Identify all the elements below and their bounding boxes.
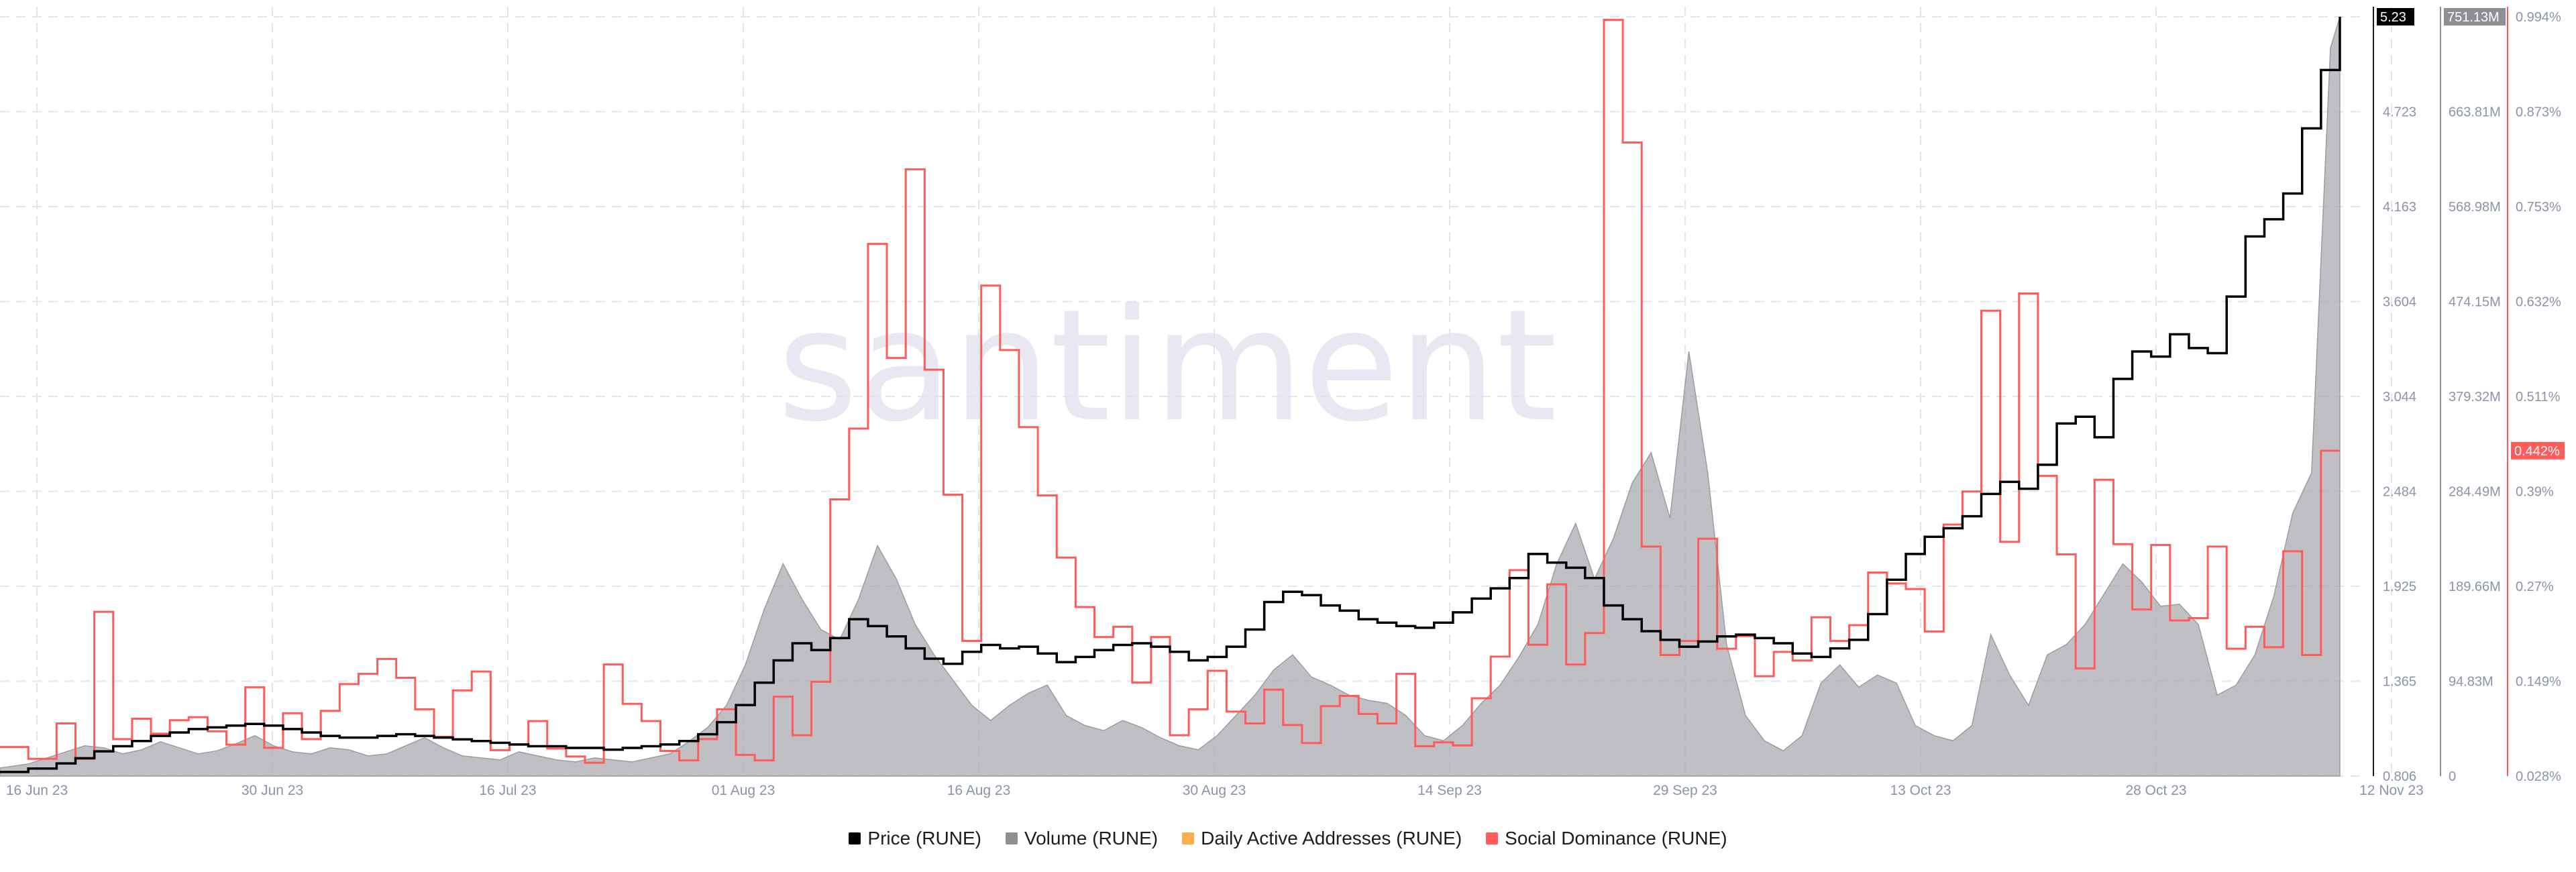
volume-tick-label: 379.32M [2449,390,2501,404]
legend-label-daily-active-addresses: Daily Active Addresses (RUNE) [1201,828,1462,849]
legend-item-social-dominance[interactable]: Social Dominance (RUNE) [1486,828,1727,849]
x-axis-ticks: 16 Jun 23 30 Jun 23 16 Jul 23 01 Aug 23 16 A… [6,783,2424,798]
legend-item-price[interactable]: Price (RUNE) [849,828,981,849]
price-tick-label: 2.484 [2383,485,2416,500]
price-tick-label: 0.806 [2383,769,2416,784]
social-dominance-current-badge: 0.442% [2514,444,2560,459]
social-dominance-tick-label: 0.149% [2516,675,2561,690]
price-series [0,17,2341,773]
legend-swatch-price [849,832,861,844]
legend-swatch-volume [1005,832,1018,844]
volume-tick-label: 663.81M [2449,105,2501,120]
volume-tick-label: 568.98M [2449,200,2501,215]
legend-label-volume: Volume (RUNE) [1024,828,1159,849]
social-dominance-series [0,19,2340,764]
price-tick-label: 4.163 [2383,200,2416,215]
price-tick-label: 1.925 [2383,580,2416,594]
price-tick-label: 1.365 [2383,675,2416,690]
x-tick-label: 01 Aug 23 [712,783,775,798]
axes [2373,7,2508,776]
volume-tick-label: 189.66M [2449,580,2501,594]
social-dominance-tick-label: 0.39% [2516,485,2554,500]
volume-tick-label: 94.83M [2449,675,2493,690]
x-tick-label: 28 Oct 23 [2125,783,2186,798]
current-value-badges: 5.23 751.13M 0.442% [2377,8,2565,459]
price-tick-label: 3.044 [2383,390,2416,404]
social-dominance-tick-label: 0.632% [2516,295,2561,310]
x-tick-label: 30 Jun 23 [241,783,303,798]
legend-label-social-dominance: Social Dominance (RUNE) [1505,828,1727,849]
social-dominance-line [0,19,2340,764]
social-dominance-tick-label: 0.753% [2516,200,2561,215]
social-dominance-tick-label: 0.028% [2516,769,2561,784]
watermark-text: santiment [777,277,1557,456]
social-dominance-current-badge-bg [2511,441,2565,459]
social-dominance-tick-label: 0.27% [2516,580,2554,594]
social-dominance-tick-label: 0.994% [2516,10,2561,25]
volume-tick-label: 284.49M [2449,485,2501,500]
legend-item-volume[interactable]: Volume (RUNE) [1005,828,1159,849]
legend-label-price: Price (RUNE) [867,828,981,849]
y-axis-ticks: 4.723 4.163 3.604 3.044 2.484 1.925 1.365 0.806… [2383,10,2561,784]
price-tick-label: 3.604 [2383,295,2416,310]
legend-swatch-social-dominance [1486,832,1499,844]
x-tick-label: 12 Nov 23 [2359,783,2424,798]
x-tick-label: 14 Sep 23 [1417,783,1482,798]
price-line [0,17,2341,773]
x-tick-label: 16 Jun 23 [6,783,68,798]
volume-current-badge: 751.13M [2447,10,2500,25]
price-current-badge-bg [2377,8,2414,25]
x-tick-label: 30 Aug 23 [1183,783,1246,798]
price-tick-label: 4.723 [2383,105,2416,120]
x-tick-label: 16 Aug 23 [947,783,1011,798]
volume-current-badge-bg [2444,8,2506,25]
x-tick-label: 16 Jul 23 [479,783,536,798]
chart-legend: Price (RUNE) Volume (RUNE) Daily Active … [0,825,2576,852]
legend-item-daily-active-addresses[interactable]: Daily Active Addresses (RUNE) [1182,828,1462,849]
social-dominance-tick-label: 0.511% [2516,390,2561,404]
volume-tick-label: 0 [2449,769,2456,784]
price-current-badge: 5.23 [2380,10,2406,25]
chart-canvas: santiment 16 Jun 23 30 Jun 23 16 Jul 23 01 … [0,7,2565,798]
social-dominance-tick-label: 0.873% [2516,105,2561,120]
volume-tick-label: 474.15M [2449,295,2501,310]
legend-swatch-daily-active-addresses [1182,832,1195,844]
volume-area [0,16,2341,777]
volume-series [0,16,2341,777]
x-tick-label: 29 Sep 23 [1653,783,1717,798]
x-tick-label: 13 Oct 23 [1890,783,1951,798]
